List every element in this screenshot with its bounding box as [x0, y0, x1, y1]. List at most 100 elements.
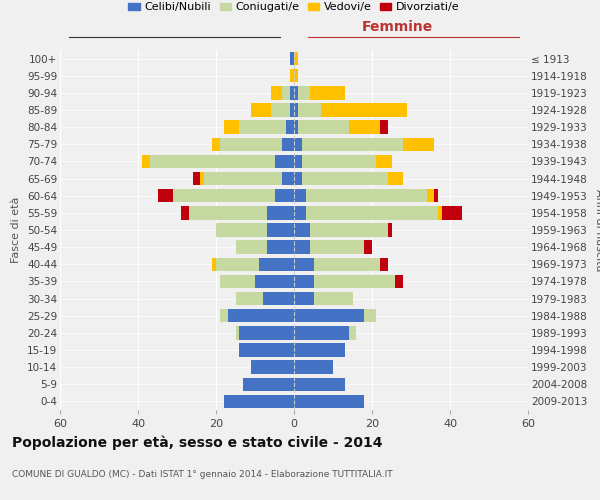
Bar	[294, 86, 298, 100]
Bar	[150, 154, 275, 168]
Bar	[294, 360, 333, 374]
Bar	[290, 104, 294, 117]
Bar	[294, 224, 310, 236]
Bar	[306, 189, 427, 202]
Bar	[294, 240, 310, 254]
Bar	[294, 274, 314, 288]
Bar	[298, 86, 310, 100]
Bar	[235, 292, 263, 306]
Bar	[294, 138, 302, 151]
Bar	[220, 309, 228, 322]
Bar	[290, 86, 294, 100]
Bar	[271, 104, 290, 117]
Legend: Celibi/Nubili, Coniugati/e, Vedovi/e, Divorziati/e: Celibi/Nubili, Coniugati/e, Vedovi/e, Di…	[124, 0, 464, 17]
Bar	[427, 189, 434, 202]
Bar	[216, 258, 259, 271]
Bar	[235, 240, 266, 254]
Bar	[290, 52, 294, 66]
Bar	[310, 86, 345, 100]
Bar	[224, 120, 239, 134]
Bar	[302, 138, 403, 151]
Bar	[380, 258, 388, 271]
Bar	[173, 189, 275, 202]
Bar	[294, 52, 298, 66]
Bar	[283, 172, 294, 186]
Bar	[239, 344, 294, 356]
Bar	[294, 69, 298, 82]
Bar	[294, 378, 344, 391]
Y-axis label: Anni di nascita: Anni di nascita	[594, 188, 600, 271]
Point	[292, 380, 299, 386]
Bar	[403, 138, 434, 151]
Bar	[255, 274, 294, 288]
Bar	[349, 120, 380, 134]
Bar	[298, 120, 349, 134]
Bar	[212, 258, 216, 271]
Bar	[294, 394, 364, 408]
Bar	[239, 326, 294, 340]
Bar	[434, 189, 438, 202]
Bar	[294, 206, 306, 220]
Bar	[220, 274, 255, 288]
Bar	[251, 104, 271, 117]
Bar	[263, 292, 294, 306]
Bar	[266, 240, 294, 254]
Bar	[294, 120, 298, 134]
Text: Femmine: Femmine	[361, 20, 433, 34]
Bar	[271, 86, 283, 100]
Bar	[212, 138, 220, 151]
Bar	[244, 378, 294, 391]
Point	[292, 380, 299, 386]
Bar	[302, 154, 376, 168]
Bar	[193, 172, 200, 186]
Bar	[314, 274, 395, 288]
Bar	[322, 104, 407, 117]
Bar	[266, 224, 294, 236]
Bar	[142, 154, 150, 168]
Bar	[275, 154, 294, 168]
Bar	[380, 120, 388, 134]
Bar	[239, 120, 286, 134]
Bar	[235, 326, 239, 340]
Bar	[283, 138, 294, 151]
Bar	[266, 206, 294, 220]
Bar	[376, 154, 392, 168]
Bar	[314, 258, 380, 271]
Bar	[298, 104, 322, 117]
Bar	[220, 138, 283, 151]
Bar	[294, 104, 298, 117]
Bar	[294, 326, 349, 340]
Bar	[286, 120, 294, 134]
Bar	[349, 326, 356, 340]
Bar	[294, 309, 364, 322]
Bar	[294, 344, 344, 356]
Bar	[310, 240, 364, 254]
Bar	[306, 206, 438, 220]
Point	[290, 380, 298, 386]
Bar	[200, 172, 204, 186]
Bar	[294, 172, 302, 186]
Bar	[158, 189, 173, 202]
Point	[294, 380, 301, 386]
Bar	[364, 309, 376, 322]
Bar	[294, 189, 306, 202]
Text: Popolazione per età, sesso e stato civile - 2014: Popolazione per età, sesso e stato civil…	[12, 435, 383, 450]
Bar	[224, 394, 294, 408]
Bar	[259, 258, 294, 271]
Bar	[364, 240, 372, 254]
Bar	[395, 274, 403, 288]
Bar	[294, 292, 314, 306]
Bar	[283, 86, 290, 100]
Bar	[438, 206, 442, 220]
Bar	[388, 224, 392, 236]
Bar	[188, 206, 266, 220]
Bar	[302, 172, 388, 186]
Y-axis label: Fasce di età: Fasce di età	[11, 197, 22, 263]
Bar	[204, 172, 283, 186]
Bar	[216, 224, 266, 236]
Bar	[294, 258, 314, 271]
Bar	[290, 69, 294, 82]
Bar	[442, 206, 462, 220]
Bar	[251, 360, 294, 374]
Bar	[314, 292, 353, 306]
